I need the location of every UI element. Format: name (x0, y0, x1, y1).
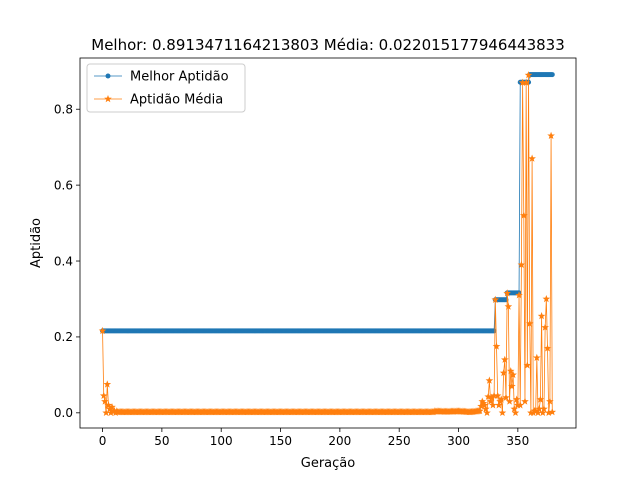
y-tick-label: 0.0 (54, 406, 73, 420)
y-tick-label: 0.4 (54, 254, 73, 268)
data-point-media (548, 408, 557, 416)
data-point-media (98, 326, 107, 335)
data-point-melhor (491, 328, 497, 334)
data-point-media (101, 397, 109, 405)
legend-label-media: Aptidão Média (130, 93, 223, 108)
legend-box (86, 63, 246, 113)
axes-frame (79, 57, 577, 429)
data-point-media (533, 353, 541, 362)
legend-label-melhor: Melhor Aptidão (130, 70, 229, 85)
data-point-media (503, 289, 511, 297)
x-axis-ticks: 0 50 100 150 200 250 300 350 (99, 428, 529, 448)
data-point-media (506, 367, 515, 375)
data-point-media (478, 397, 487, 405)
data-point-media (482, 405, 490, 413)
data-point-media (521, 397, 529, 405)
data-point-media (107, 408, 115, 417)
y-tick-label: 0.2 (54, 330, 73, 344)
data-point-media (501, 355, 509, 363)
x-tick-label: 100 (210, 434, 233, 448)
legend-marker-media (104, 95, 112, 103)
data-point-media (536, 395, 545, 403)
data-point-media (540, 405, 548, 413)
data-point-media (517, 260, 526, 269)
y-tick-label: 0.8 (54, 103, 73, 117)
data-point-media (534, 408, 542, 417)
data-point-media (495, 401, 503, 409)
y-axis-ticks: 0.0 0.2 0.4 0.6 0.8 (54, 103, 80, 420)
data-point-media (498, 408, 507, 417)
data-point-media (519, 211, 528, 219)
x-tick-label: 300 (447, 434, 470, 448)
data-point-media (102, 408, 110, 417)
data-point-melhor (549, 72, 555, 78)
data-point-media (108, 403, 116, 411)
data-point-media (511, 408, 520, 417)
data-point-media (487, 393, 496, 401)
data-point-media (544, 408, 553, 417)
plot-area (98, 71, 557, 417)
data-point-media (105, 405, 114, 413)
data-point-media (516, 401, 525, 409)
x-axis-label: Geração (301, 456, 355, 471)
data-point-media (485, 376, 494, 384)
data-point-media (486, 397, 495, 405)
data-point-media (541, 323, 549, 331)
data-point-media (476, 406, 484, 415)
series-aptidao-media-markers (98, 71, 557, 417)
data-point-media (542, 294, 551, 303)
data-point-media (531, 406, 540, 415)
data-point-media (493, 391, 502, 399)
x-tick-label: 350 (506, 434, 529, 448)
data-point-media (499, 368, 508, 377)
x-tick-label: 250 (388, 434, 411, 448)
data-point-media (491, 295, 500, 303)
y-tick-label: 0.6 (54, 178, 73, 192)
data-point-media (537, 312, 546, 320)
data-point-media (528, 154, 536, 162)
data-point-media (505, 397, 514, 405)
data-point-media (524, 71, 533, 79)
data-point-media (504, 302, 513, 310)
series-melhor-aptidao-markers (100, 72, 555, 334)
data-point-media (480, 401, 489, 409)
data-point-media (543, 344, 552, 352)
data-point-media (515, 291, 523, 299)
x-tick-label: 50 (154, 434, 169, 448)
data-point-media (512, 395, 521, 403)
data-point-media (502, 393, 510, 401)
data-point-media (535, 405, 544, 413)
data-point-media (99, 391, 108, 399)
data-point-media (523, 361, 532, 369)
x-tick-label: 150 (269, 434, 292, 448)
data-point-media (483, 408, 491, 417)
chart-title: Melhor: 0.8913471164213803 Média: 0.0220… (91, 36, 565, 54)
data-point-media (484, 392, 492, 400)
data-point-media (518, 78, 527, 86)
data-point-media (492, 342, 501, 350)
data-point-media (104, 401, 113, 409)
data-point-media (510, 405, 519, 413)
data-point-media (522, 78, 530, 86)
data-point-media (547, 131, 555, 140)
legend: Melhor Aptidão Aptidão Média (86, 63, 246, 113)
data-point-media (546, 397, 554, 405)
x-tick-label: 0 (99, 434, 107, 448)
data-point-media (103, 380, 112, 388)
data-point-media (525, 319, 534, 327)
data-point-media (509, 370, 517, 379)
data-point-media (489, 401, 497, 409)
data-point-media (538, 408, 547, 417)
y-axis-label: Aptidão (29, 218, 44, 268)
data-point-media (508, 382, 516, 390)
x-tick-label: 200 (328, 434, 351, 448)
data-point-media (477, 402, 485, 410)
data-point-media (490, 391, 498, 399)
legend-marker-melhor (105, 73, 111, 79)
data-point-media (497, 395, 506, 403)
data-point-media (479, 399, 488, 407)
